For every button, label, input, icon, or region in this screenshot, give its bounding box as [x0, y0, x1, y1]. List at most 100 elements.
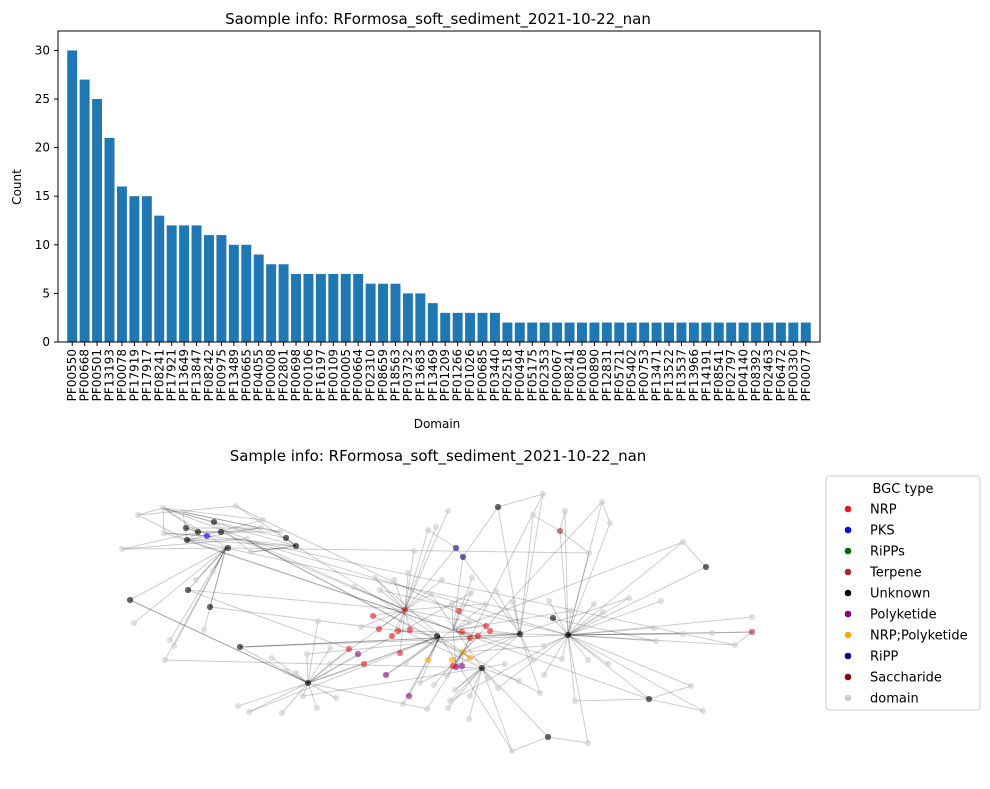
bar	[465, 312, 476, 342]
network-edge	[393, 579, 406, 611]
network-edge	[404, 579, 443, 611]
network-edges	[121, 493, 753, 752]
bar	[129, 196, 140, 342]
network-edge	[601, 501, 611, 524]
network-edge	[245, 539, 541, 694]
network-node	[585, 549, 593, 557]
bar	[415, 293, 426, 342]
network-edge	[682, 541, 707, 568]
bar	[303, 273, 314, 342]
network-edge	[306, 633, 521, 655]
x-tick-label: PF06472	[774, 349, 788, 401]
network-edge	[250, 545, 297, 553]
network-node	[515, 677, 523, 685]
network-edge	[203, 547, 227, 631]
y-tick-label: 0	[42, 335, 50, 349]
y-tick-label: 15	[35, 189, 50, 203]
bar	[775, 322, 786, 342]
network-edge	[239, 634, 569, 648]
network-node	[494, 684, 502, 692]
network-edge	[567, 633, 684, 636]
x-tick-label: PF03440	[488, 349, 502, 401]
network-edge	[567, 634, 609, 665]
legend-box	[825, 475, 981, 711]
network-node	[466, 634, 474, 642]
network-node	[332, 694, 340, 702]
network-edge	[452, 629, 650, 700]
bar	[651, 322, 662, 342]
network-node	[166, 636, 174, 644]
network-node	[540, 671, 548, 679]
network-edge	[162, 507, 264, 521]
legend-marker	[844, 631, 852, 639]
network-edge	[213, 521, 287, 539]
network-node	[451, 686, 459, 694]
network-node	[268, 654, 276, 662]
network-edge	[162, 507, 297, 547]
network-edge	[519, 514, 534, 635]
x-tick-label: PF02797	[724, 349, 738, 401]
network-node	[590, 600, 598, 608]
y-tick-label: 5	[42, 286, 50, 300]
network-node	[402, 659, 410, 667]
network-edge	[404, 593, 432, 611]
x-tick-label: PF01026	[463, 349, 477, 401]
legend-label: Terpene	[869, 566, 922, 581]
network-edge	[561, 634, 569, 660]
network-edge	[235, 505, 264, 521]
network-node	[449, 662, 457, 670]
y-tick-label: 30	[35, 43, 50, 57]
network-edge	[404, 603, 487, 611]
bar	[315, 273, 326, 342]
network-edge	[567, 634, 657, 642]
y-axis-label: Count	[10, 169, 24, 205]
network-node	[416, 679, 424, 687]
bar	[228, 244, 239, 342]
network-node	[276, 528, 284, 536]
bar	[564, 322, 575, 342]
network-edge	[452, 556, 464, 631]
network-node	[549, 614, 557, 622]
network-node	[423, 705, 431, 713]
network-node	[482, 600, 490, 608]
network-edge	[239, 646, 309, 684]
network-edge	[567, 632, 713, 636]
legend-marker	[844, 610, 852, 618]
network-edge	[329, 609, 406, 665]
network-node	[516, 630, 524, 638]
network-edge	[162, 507, 165, 534]
network-edge	[567, 552, 590, 636]
x-tick-label: PF00665	[239, 349, 253, 401]
network-edge	[137, 507, 164, 516]
network-edge	[567, 634, 589, 744]
x-tick-label: PF00753	[637, 349, 651, 401]
network-node	[652, 637, 660, 645]
network-edge	[404, 572, 409, 611]
bar	[154, 215, 165, 342]
x-tick-label: PF13847	[190, 349, 204, 401]
network-node	[182, 524, 190, 532]
network-edge	[399, 609, 406, 654]
y-tick-label: 10	[35, 238, 50, 252]
network-node	[540, 642, 548, 650]
network-node	[604, 660, 612, 668]
network-node	[369, 612, 377, 620]
network-node	[482, 622, 490, 630]
network-edge	[567, 597, 630, 636]
network-edge	[239, 633, 521, 648]
bar	[365, 283, 376, 342]
network-edge	[129, 547, 227, 601]
bar-chart-title: Saomple info: RFormosa_soft_sediment_202…	[225, 10, 651, 29]
network-edge	[372, 609, 406, 617]
network-edge	[567, 634, 576, 702]
bar	[104, 137, 115, 342]
network-node	[118, 545, 126, 553]
x-tick-label: PF13471	[650, 349, 664, 401]
network-edge	[559, 530, 569, 636]
network-node	[467, 589, 475, 597]
legend-label: NRP;Polyketide	[870, 629, 968, 644]
network-edge	[711, 631, 753, 634]
network-node	[371, 574, 379, 582]
network-edge	[363, 635, 441, 665]
x-tick-label: PF13522	[662, 349, 676, 401]
